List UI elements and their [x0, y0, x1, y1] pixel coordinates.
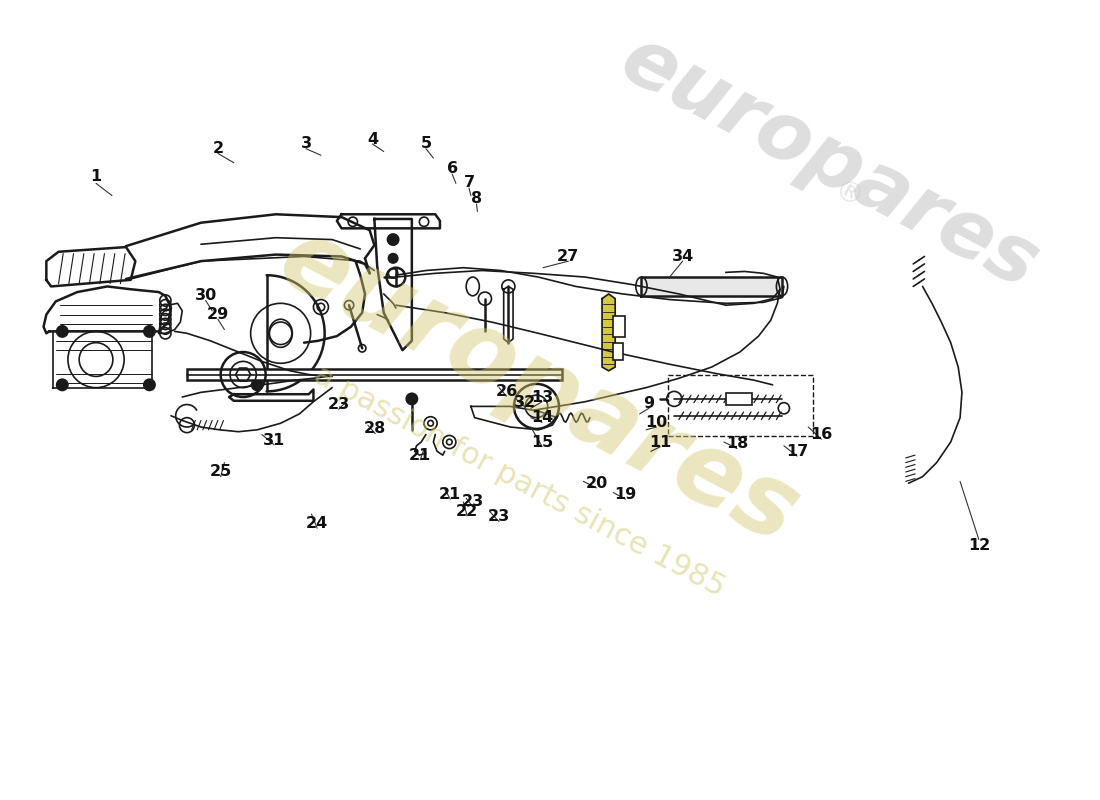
Text: 1: 1	[90, 170, 101, 184]
Text: 21: 21	[439, 487, 461, 502]
Polygon shape	[504, 286, 513, 342]
Text: 28: 28	[364, 422, 386, 436]
Bar	[726, 394, 752, 405]
Circle shape	[57, 379, 68, 390]
Circle shape	[252, 379, 263, 390]
Bar	[187, 369, 562, 380]
Text: 30: 30	[195, 288, 217, 303]
Circle shape	[144, 379, 155, 390]
Polygon shape	[374, 219, 411, 350]
Polygon shape	[126, 214, 374, 279]
Circle shape	[57, 326, 68, 337]
Text: 34: 34	[672, 249, 694, 264]
Text: 22: 22	[456, 504, 478, 519]
Text: 3: 3	[300, 137, 311, 151]
Text: 13: 13	[531, 390, 553, 405]
Text: 31: 31	[263, 433, 285, 448]
Text: 10: 10	[646, 415, 668, 430]
Text: europares: europares	[263, 210, 814, 565]
Text: 5: 5	[420, 137, 431, 151]
Text: 12: 12	[968, 538, 990, 553]
Text: 16: 16	[811, 427, 833, 442]
Text: a passion for parts since 1985: a passion for parts since 1985	[309, 360, 730, 602]
Text: 17: 17	[785, 444, 808, 459]
Text: 2: 2	[212, 141, 223, 156]
Bar	[614, 317, 625, 337]
Text: 6: 6	[447, 161, 458, 176]
Circle shape	[387, 234, 398, 246]
Text: 8: 8	[471, 191, 482, 206]
Text: 23: 23	[328, 397, 350, 412]
Polygon shape	[471, 406, 557, 430]
Text: 24: 24	[306, 516, 328, 531]
Polygon shape	[53, 331, 152, 388]
Text: 9: 9	[644, 396, 654, 411]
Bar	[614, 342, 623, 359]
Polygon shape	[602, 294, 615, 370]
Polygon shape	[266, 275, 324, 391]
Text: ®: ®	[829, 177, 867, 214]
Polygon shape	[44, 286, 170, 334]
Text: 25: 25	[209, 465, 232, 479]
Polygon shape	[337, 214, 440, 228]
Text: 29: 29	[207, 307, 229, 322]
Polygon shape	[641, 277, 782, 296]
Circle shape	[144, 326, 155, 337]
Circle shape	[388, 254, 398, 263]
Polygon shape	[229, 390, 314, 401]
Polygon shape	[46, 247, 135, 286]
Text: 21: 21	[409, 448, 431, 462]
Text: 4: 4	[367, 132, 378, 147]
Text: 23: 23	[488, 510, 510, 525]
Circle shape	[406, 394, 418, 405]
Text: 23: 23	[462, 494, 484, 510]
Text: 26: 26	[495, 384, 518, 399]
Text: europares: europares	[607, 20, 1050, 306]
Text: 11: 11	[649, 434, 671, 450]
Text: 14: 14	[531, 410, 553, 425]
Text: 18: 18	[726, 436, 748, 451]
Text: 15: 15	[531, 434, 553, 450]
Text: 20: 20	[585, 476, 607, 490]
Text: 7: 7	[463, 175, 474, 190]
Text: 27: 27	[558, 249, 580, 264]
Bar	[668, 375, 813, 436]
Text: 19: 19	[615, 487, 637, 502]
Polygon shape	[158, 303, 183, 334]
Text: 32: 32	[514, 395, 537, 410]
